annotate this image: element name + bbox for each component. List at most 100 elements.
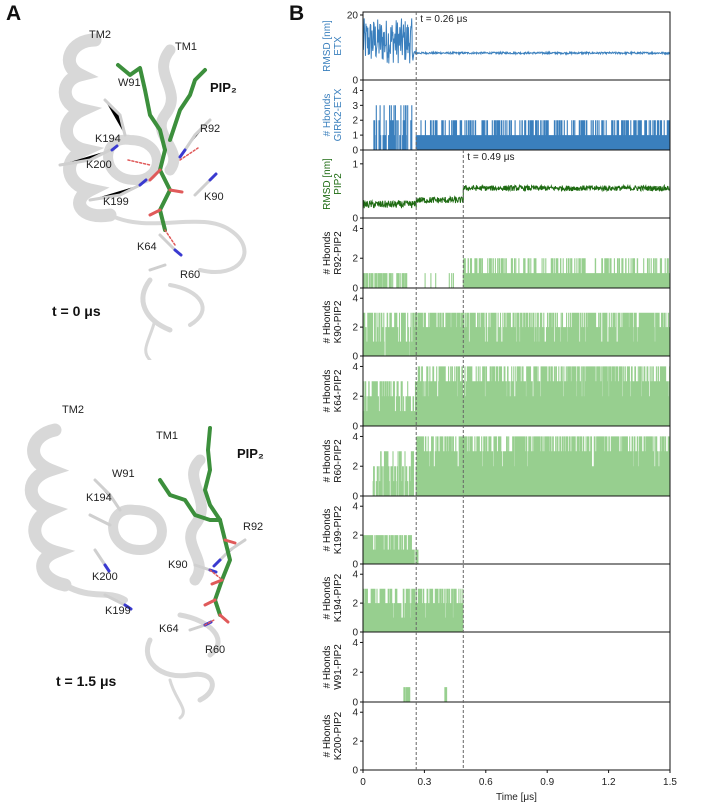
ytick-label-1-3: 3 <box>352 101 358 112</box>
label-k194: K194 <box>95 133 121 145</box>
ytick-label-3-1: 2 <box>352 254 358 265</box>
label-k90: K90 <box>204 191 224 203</box>
xtick-label-2: 0.6 <box>479 777 493 788</box>
protein-ribbon <box>58 33 247 360</box>
ytick-label-6-2: 4 <box>352 432 358 443</box>
ylabel-8-1: K194-PIP2 <box>333 573 344 622</box>
annotation-0: t = 0.26 μs <box>420 14 467 25</box>
ylabel-4-0: # Hbonds <box>322 301 333 344</box>
ytick-label-4-0: 0 <box>352 352 358 363</box>
ylabel-9-1: W91-PIP2 <box>333 644 344 690</box>
ytick-label-9-0: 0 <box>352 698 358 709</box>
series-bars-3 <box>362 258 671 288</box>
label-tm1: TM1 <box>156 430 178 442</box>
ytick-label-2-1: 1 <box>352 159 358 170</box>
x-axis-label: Time [μs] <box>496 792 537 803</box>
ytick-label-7-1: 2 <box>352 531 358 542</box>
label-r60: R60 <box>180 269 200 281</box>
ylabel-3-1: R92-PIP2 <box>333 231 344 275</box>
ytick-label-8-0: 0 <box>352 628 358 639</box>
ytick-label-7-2: 4 <box>352 502 358 513</box>
ytick-label-6-1: 2 <box>352 462 358 473</box>
ylabel-4-1: K90-PIP2 <box>333 300 344 343</box>
ylabel-2-1: PIP2 <box>333 173 344 195</box>
label-w91: W91 <box>112 468 135 480</box>
ylabel-2-0: RMSD [nm] <box>322 158 333 210</box>
annotation-1: t = 0.49 μs <box>467 152 514 163</box>
ytick-label-3-2: 4 <box>352 224 358 235</box>
xtick-label-3: 0.9 <box>540 777 554 788</box>
series-bars-9 <box>403 687 448 702</box>
ytick-label-9-2: 4 <box>352 638 358 649</box>
ylabel-8-0: # Hbonds <box>322 577 333 620</box>
ytick-label-1-1: 1 <box>352 131 358 142</box>
panel-frame-10 <box>362 701 671 771</box>
label-k200: K200 <box>92 571 118 583</box>
xtick-label-4: 1.2 <box>602 777 616 788</box>
ytick-label-3-0: 0 <box>352 284 358 295</box>
time-label-t15: t = 1.5 μs <box>56 673 117 689</box>
series-bars-8 <box>362 588 464 632</box>
series-bars-4 <box>363 312 671 356</box>
ytick-label-10-0: 0 <box>352 766 358 777</box>
label-r60: R60 <box>205 644 225 656</box>
series-bars-5 <box>362 366 671 426</box>
structure-t15: TM2 TM1 W91 PIP₂ K194 R92 K200 K199 K90 … <box>24 404 264 720</box>
ytick-label-5-0: 0 <box>352 422 358 433</box>
ytick-label-10-2: 4 <box>352 708 358 719</box>
ylabel-1-0: # Hbonds <box>322 94 333 137</box>
ytick-label-6-0: 0 <box>352 492 358 503</box>
series-bars-1 <box>373 105 671 150</box>
series-line-2 <box>362 183 671 209</box>
ylabel-6-0: # Hbonds <box>322 440 333 483</box>
ylabel-9-0: # Hbonds <box>322 646 333 689</box>
pip2-lipid <box>158 426 237 626</box>
xtick-label-1: 0.3 <box>417 777 431 788</box>
xtick-label-5: 1.5 <box>663 777 677 788</box>
ytick-label-0-0: 0 <box>352 76 358 87</box>
panel-a-letter: A <box>6 2 22 25</box>
label-pip2: PIP₂ <box>237 446 264 461</box>
ylabel-3-0: # Hbonds <box>322 232 333 275</box>
ylabel-6-1: R60-PIP2 <box>333 439 344 483</box>
ylabel-7-1: K199-PIP2 <box>333 505 344 554</box>
ytick-label-1-4: 4 <box>352 86 358 97</box>
ytick-label-1-2: 2 <box>352 116 358 127</box>
label-r92: R92 <box>200 123 220 135</box>
structure-t0: TM2 TM1 W91 PIP₂ K194 R92 K200 K199 K90 … <box>52 29 247 360</box>
ytick-label-2-0: 0 <box>352 214 358 225</box>
ylabel-0-1: ETX <box>333 36 344 56</box>
ylabel-5-1: K64-PIP2 <box>333 369 344 412</box>
residue-sticks <box>58 98 218 272</box>
protein-ribbon <box>24 423 221 720</box>
xtick-label-0: 0 <box>360 777 366 788</box>
ytick-label-5-1: 2 <box>352 392 358 403</box>
label-k194: K194 <box>86 492 112 504</box>
ylabel-10-0: # Hbonds <box>322 715 333 758</box>
panel-frame-2 <box>362 149 671 219</box>
ytick-label-10-1: 2 <box>352 737 358 748</box>
label-k200: K200 <box>86 159 112 171</box>
label-k64: K64 <box>137 241 157 253</box>
ytick-label-7-0: 0 <box>352 560 358 571</box>
label-tm2: TM2 <box>89 29 111 41</box>
label-k199: K199 <box>105 605 131 617</box>
series-bars-6 <box>372 436 671 496</box>
ylabel-1-1: GIRK2-ETX <box>333 88 344 141</box>
label-pip2: PIP₂ <box>210 80 237 95</box>
label-k90: K90 <box>168 559 188 571</box>
ytick-label-4-1: 2 <box>352 323 358 334</box>
ylabel-7-0: # Hbonds <box>322 509 333 552</box>
ytick-label-5-2: 4 <box>352 362 358 373</box>
ytick-label-8-2: 4 <box>352 570 358 581</box>
label-tm2: TM2 <box>62 404 84 416</box>
series-line-0 <box>362 18 671 64</box>
ylabel-5-0: # Hbonds <box>322 370 333 413</box>
ylabel-10-1: K200-PIP2 <box>333 711 344 760</box>
panel-b-letter: B <box>289 2 305 25</box>
time-label-t0: t = 0 μs <box>52 303 101 319</box>
label-r92: R92 <box>243 521 263 533</box>
ytick-label-1-0: 0 <box>352 146 358 157</box>
ytick-label-0-1: 20 <box>347 11 359 22</box>
